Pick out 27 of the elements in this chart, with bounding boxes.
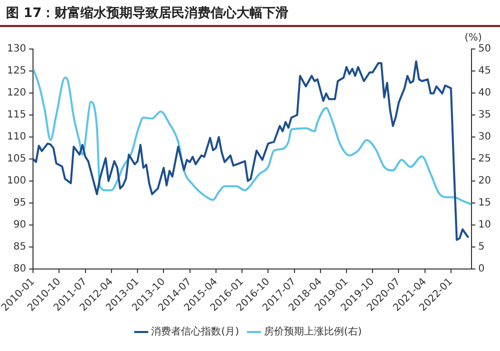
y-tick-label: 120 <box>6 88 26 99</box>
y2-tick-label: 50 <box>478 44 492 55</box>
y-tick-label: 80 <box>13 264 26 275</box>
legend-label: 房价预期上涨比例(右) <box>264 326 362 338</box>
y2-tick-label: 45 <box>478 66 492 77</box>
y-tick-label: 100 <box>6 176 26 187</box>
y-tick-label: 115 <box>6 110 26 121</box>
y-tick-label: 95 <box>13 198 26 209</box>
y2-tick-label: 10 <box>478 220 492 231</box>
chart-title: 图 17：财富缩水预期导致居民消费信心大幅下滑 <box>0 0 500 27</box>
legend-label: 消费者信心指数(月) <box>151 326 240 338</box>
y2-tick-label: 25 <box>478 154 492 165</box>
y-tick-label: 125 <box>6 66 26 77</box>
y-tick-label: 90 <box>13 220 26 231</box>
y-tick-label: 110 <box>6 132 26 143</box>
y2-tick-label: 30 <box>478 132 492 143</box>
y-tick-label: 85 <box>13 242 26 253</box>
y2-tick-label: 5 <box>478 242 485 253</box>
y-tick-label: 130 <box>6 44 26 55</box>
y2-tick-label: 15 <box>478 198 492 209</box>
y2-axis-title: (%) <box>464 32 482 44</box>
y2-tick-label: 0 <box>478 264 485 275</box>
y2-tick-label: 35 <box>478 110 492 121</box>
y2-tick-label: 20 <box>478 176 492 187</box>
line-series <box>33 68 472 206</box>
y2-tick-label: 40 <box>478 88 492 99</box>
y-tick-label: 105 <box>6 154 26 165</box>
